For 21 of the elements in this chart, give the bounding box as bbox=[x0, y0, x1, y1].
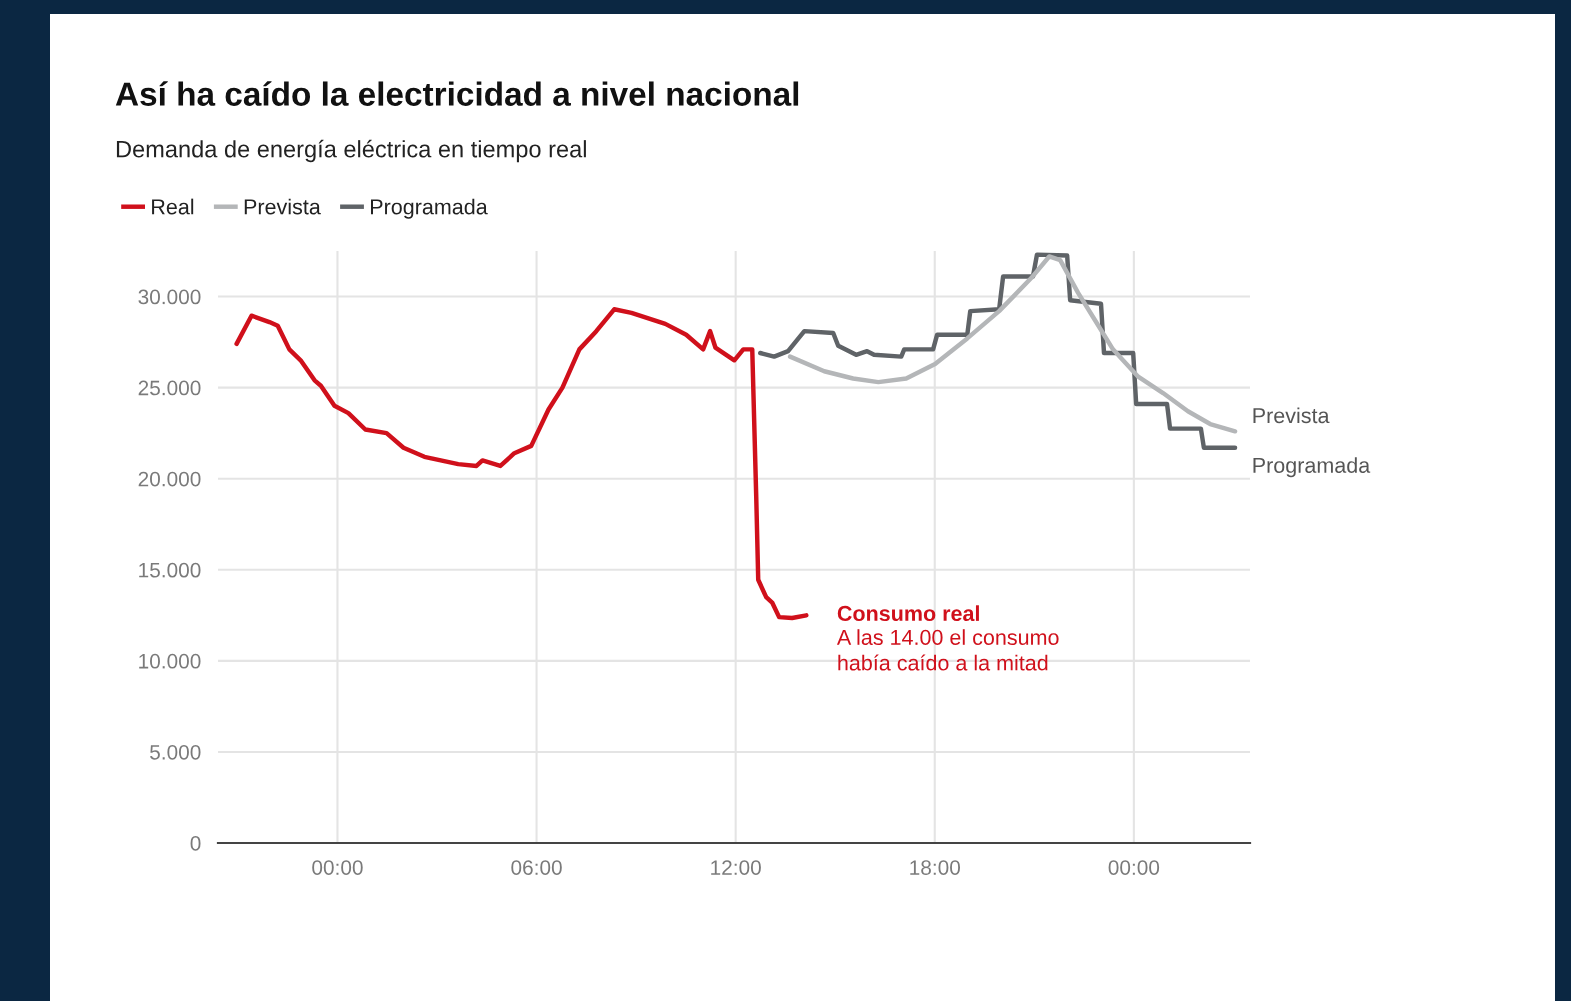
chart-title: Así ha caído la electricidad a nivel nacional bbox=[115, 81, 799, 106]
x-tick-label: 00:00 bbox=[1108, 860, 1160, 875]
x-tick-label: 00:00 bbox=[312, 860, 363, 875]
y-tick-label: 0 bbox=[190, 836, 201, 851]
legend-label: Real bbox=[152, 198, 194, 215]
x-tick-label: 12:00 bbox=[711, 860, 761, 875]
y-tick-label: 15.000 bbox=[139, 562, 201, 578]
legend-label: Programada bbox=[371, 198, 488, 219]
y-tick-label: 5.000 bbox=[150, 744, 201, 760]
legend-label: Prevista bbox=[244, 198, 321, 215]
y-tick-label: 25.000 bbox=[138, 380, 201, 396]
y-tick-label: 10.000 bbox=[139, 653, 201, 669]
y-tick-label: 30.000 bbox=[138, 289, 201, 305]
text: Programada bbox=[1253, 457, 1371, 478]
x-tick-label: 18:00 bbox=[910, 860, 961, 875]
x-tick-label: 06:00 bbox=[511, 860, 562, 875]
y-tick-label: 20.000 bbox=[138, 471, 201, 487]
text: Prevista bbox=[1253, 407, 1330, 424]
line-series bbox=[234, 307, 809, 621]
annotation: Consumo real A las 14.00 el consumo había caído a la mitad bbox=[836, 605, 1059, 671]
chart-subtitle: Demanda de energía eléctrica en tiempo real bbox=[116, 139, 586, 163]
